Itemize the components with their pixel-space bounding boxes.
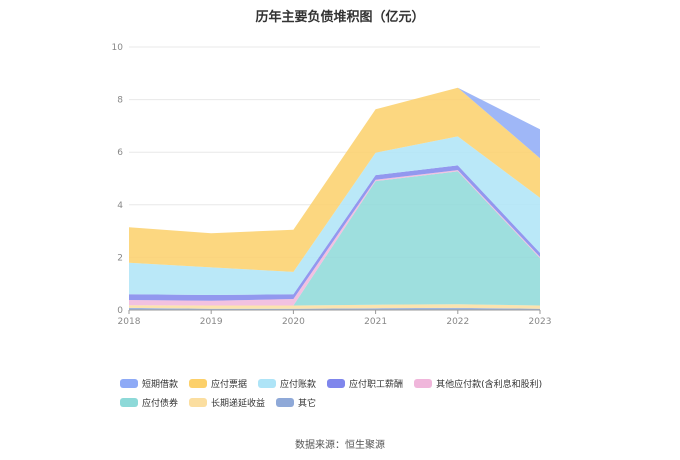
legend-swatch	[120, 379, 138, 388]
legend-items: 短期借款 应付票据 应付账款 应付职工薪酬 其他应付款(含利息和股利) 应付债券 长期递延收…	[120, 377, 570, 409]
legend-swatch	[120, 398, 138, 407]
legend-swatch	[258, 379, 277, 388]
legend-swatch	[327, 379, 346, 388]
legend-label: 应付账款	[280, 380, 317, 390]
area-series-6	[129, 87, 540, 272]
legend-item[interactable]: 其它	[276, 396, 316, 409]
legend-label: 短期借款	[142, 380, 179, 390]
legend-label: 长期递延收益	[211, 399, 266, 409]
x-tick-label: 2020	[282, 317, 305, 327]
legend: 短期借款 应付票据 应付账款 应付职工薪酬 其他应付款(含利息和股利) 应付债券 长期递延收…	[120, 377, 570, 409]
x-tick-label: 2018	[118, 317, 141, 327]
legend-item[interactable]: 应付票据	[189, 377, 247, 390]
legend-swatch	[189, 379, 208, 388]
legend-label: 其他应付款(含利息和股利)	[436, 380, 543, 390]
y-tick-label: 8	[117, 96, 123, 106]
area-series-1	[129, 304, 540, 309]
y-tick-label: 6	[117, 148, 123, 158]
legend-swatch	[276, 398, 295, 407]
area-series-2	[129, 171, 540, 306]
legend-swatch	[189, 398, 208, 407]
legend-item[interactable]: 短期借款	[120, 377, 178, 390]
legend-label: 应付职工薪酬	[349, 380, 404, 390]
data-source-note: 数据来源：恒生聚源	[295, 440, 385, 451]
x-tick-label: 2021	[364, 317, 387, 327]
y-tick-label: 10	[112, 43, 124, 53]
axis-group: 0 2 4 6 8 10 2018 2019 2020 2021 2022 2023	[112, 43, 552, 327]
chart-title: 历年主要负债堆积图（亿元）	[255, 10, 425, 25]
legend-label: 应付债券	[142, 399, 179, 409]
area-series-5	[129, 136, 540, 295]
area-series-0	[129, 307, 540, 310]
legend-item[interactable]: 长期递延收益	[189, 396, 265, 409]
legend-label: 应付票据	[211, 380, 248, 390]
stacked-area-chart: 0 2 4 6 8 10 2018 2019 2020 2021 2022 2023	[112, 43, 552, 327]
legend-item[interactable]: 应付账款	[258, 377, 316, 390]
y-tick-label: 0	[117, 306, 123, 316]
area-series-group	[129, 87, 540, 310]
x-tick-label: 2022	[446, 317, 469, 327]
x-tick-label: 2019	[200, 317, 223, 327]
y-tick-label: 4	[117, 201, 123, 211]
x-tick-label: 2023	[529, 317, 552, 327]
legend-label: 其它	[298, 399, 317, 409]
legend-swatch	[414, 379, 433, 388]
legend-item[interactable]: 应付职工薪酬	[327, 377, 403, 390]
legend-item[interactable]: 其他应付款(含利息和股利)	[414, 377, 542, 390]
y-tick-label: 2	[117, 253, 123, 263]
legend-item[interactable]: 应付债券	[120, 396, 178, 409]
